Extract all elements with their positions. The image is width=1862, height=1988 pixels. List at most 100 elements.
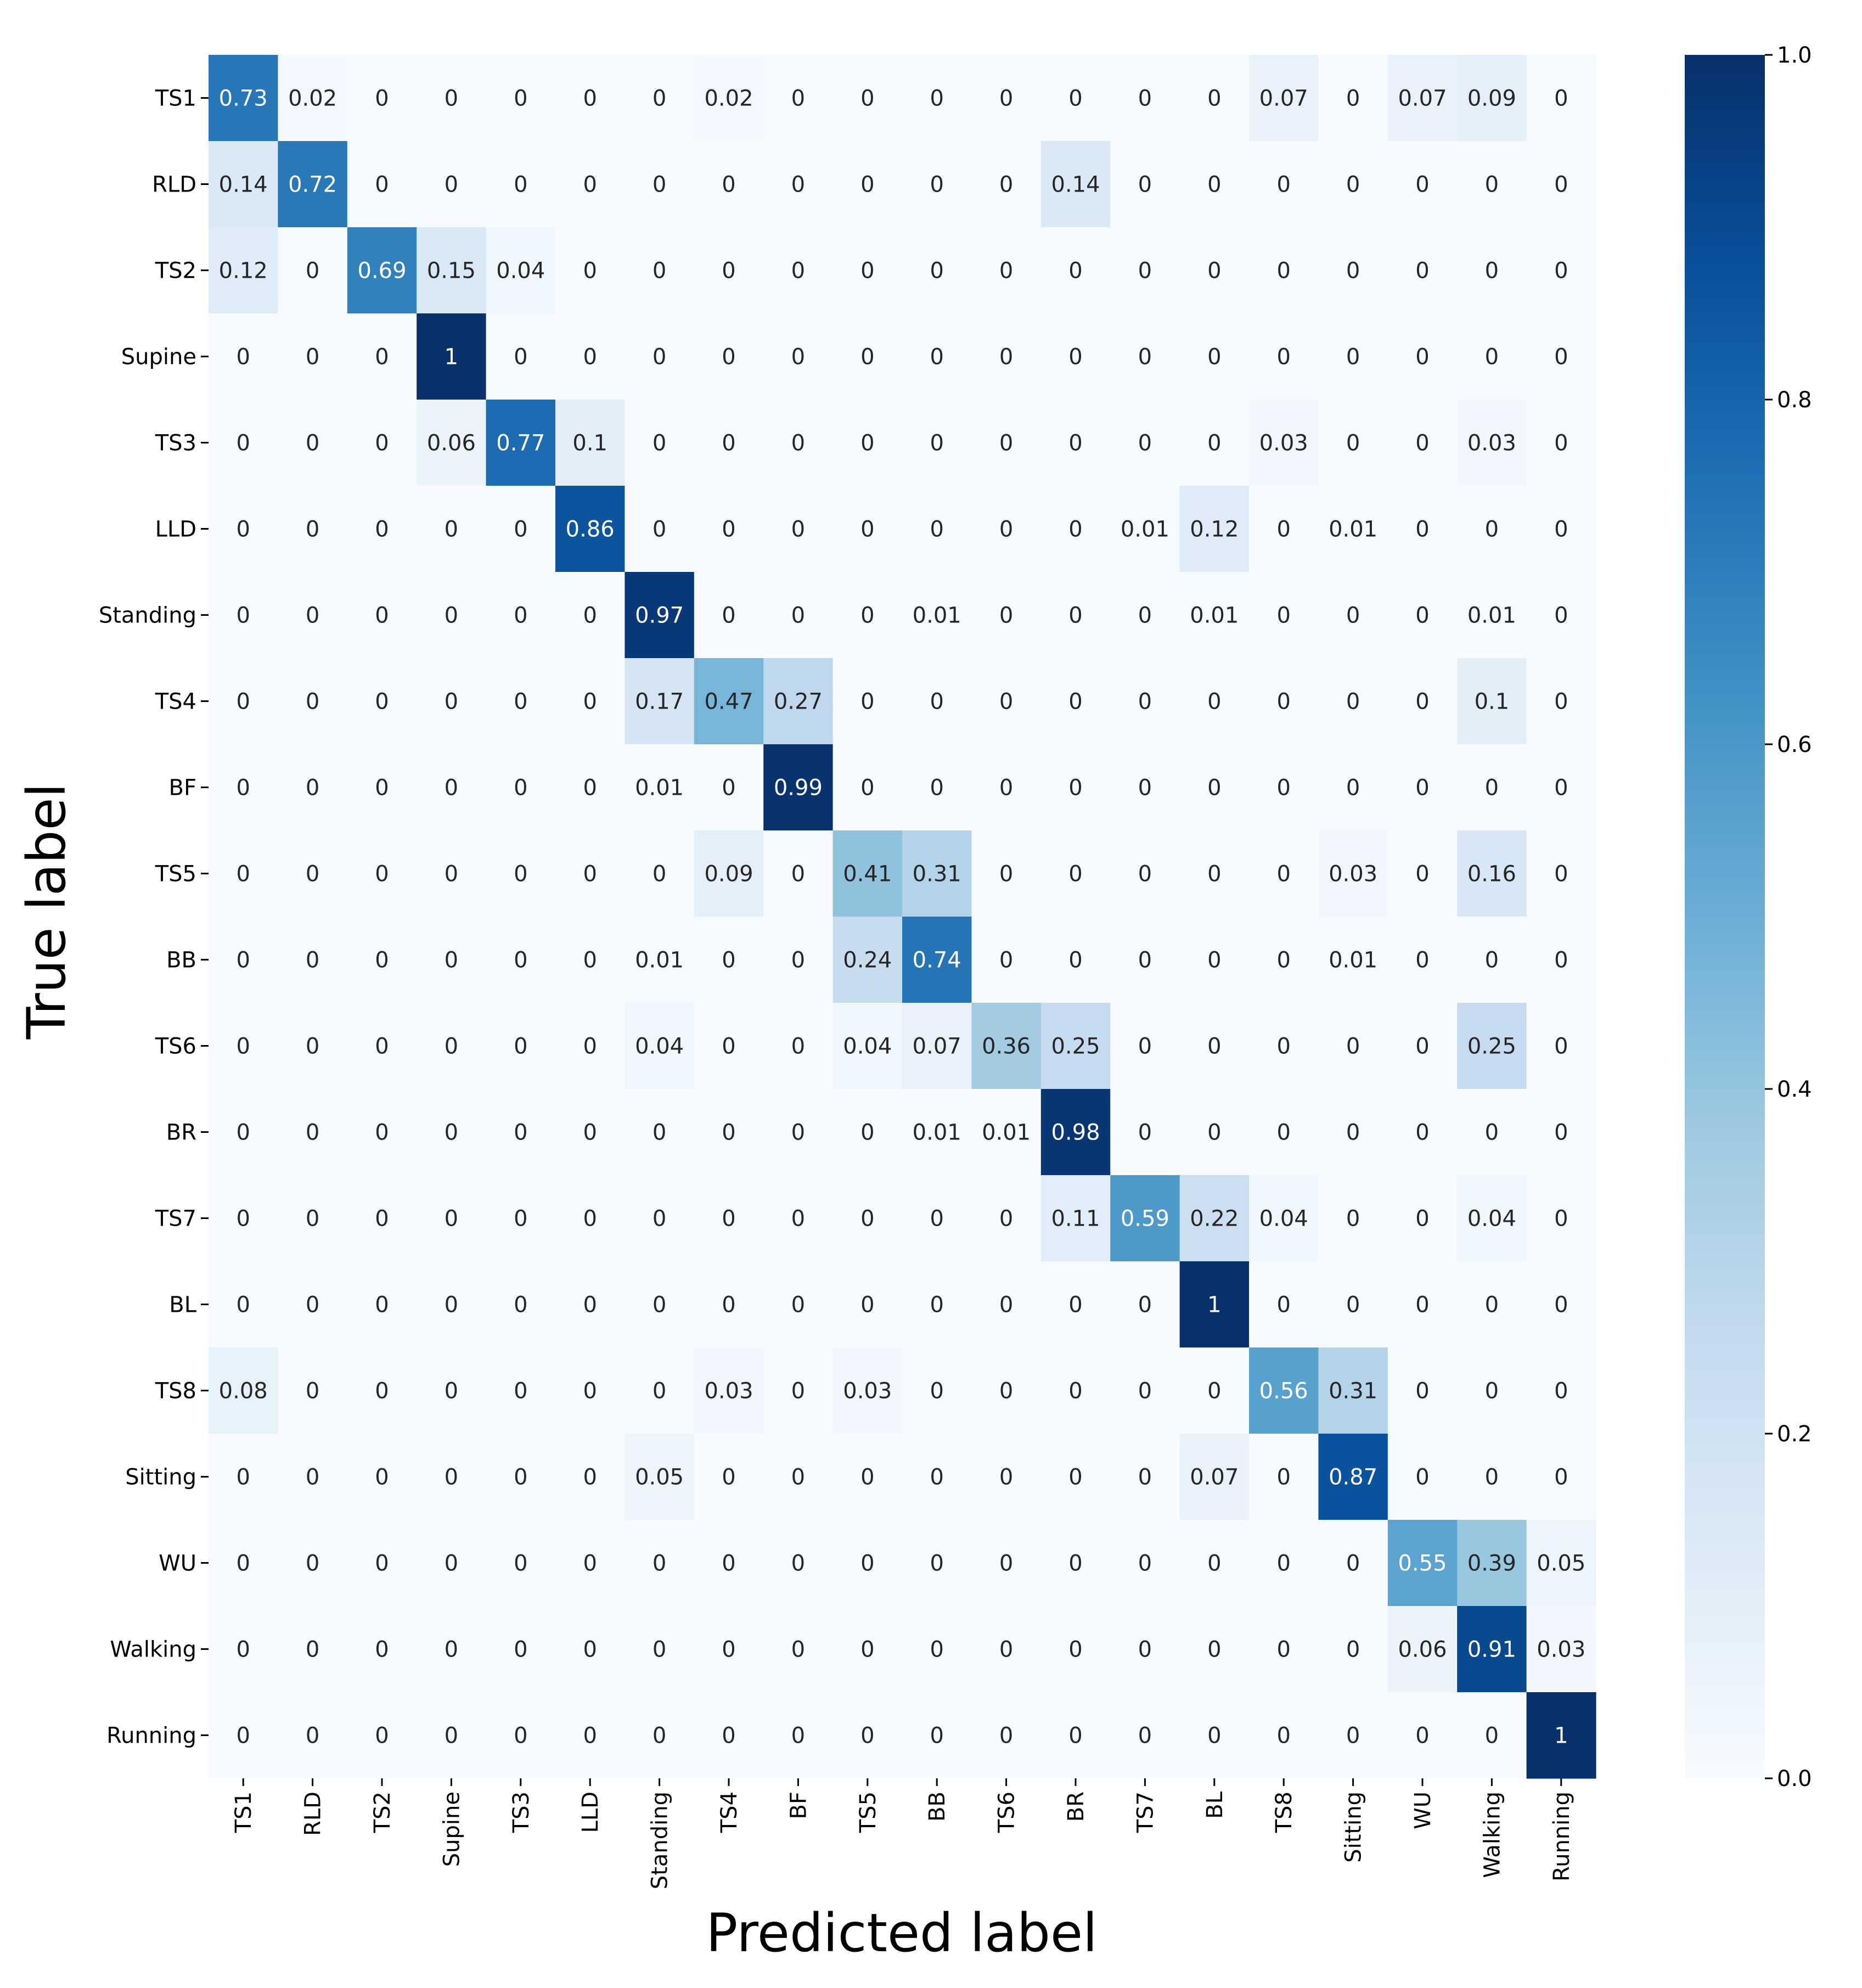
cell-value-label: 0: [375, 345, 389, 370]
cell-value-label: 0: [1138, 1551, 1152, 1576]
heatmap-cell: [1526, 744, 1596, 831]
heatmap-cell: [971, 1434, 1042, 1520]
heatmap-cell: [486, 744, 556, 831]
cell-value-label: 0: [652, 1723, 666, 1749]
cell-value-label: 0: [375, 1206, 389, 1232]
heatmap-cell: [763, 658, 834, 745]
cell-value-label: 0: [1207, 1723, 1221, 1749]
cell-value-label: 0: [1068, 603, 1082, 628]
cell-value-label: 0: [791, 862, 805, 887]
cell-value-label: 0: [1415, 1465, 1429, 1490]
cell-value-label: 0: [375, 862, 389, 887]
heatmap-cell: [1318, 1347, 1388, 1434]
cell-value-label: 0: [1068, 345, 1082, 370]
cell-value-label: 0.31: [1329, 1379, 1377, 1404]
heatmap-cell: [1387, 486, 1458, 572]
heatmap-cell: [832, 400, 903, 486]
x-tick-label: TS5: [856, 1792, 881, 1833]
cell-value-label: 0: [860, 1723, 874, 1749]
cell-value-label: 0.03: [843, 1379, 892, 1404]
heatmap-cell: [347, 1520, 417, 1607]
heatmap-cell: [347, 1606, 417, 1693]
cell-value-label: 0: [722, 1293, 735, 1318]
heatmap-cell: [902, 1692, 972, 1779]
cell-value-label: 0: [652, 517, 666, 542]
cell-value-label: 0.86: [566, 517, 615, 542]
cell-value-label: 0.01: [1329, 517, 1377, 542]
heatmap-cell: [278, 1003, 348, 1090]
cell-value-label: 0: [1068, 431, 1082, 456]
heatmap-cell: [209, 400, 278, 486]
cell-value-label: 0: [1554, 517, 1568, 542]
heatmap-cell: [694, 400, 764, 486]
heatmap-cell: [209, 658, 278, 745]
cell-value-label: 0: [1346, 1551, 1360, 1576]
heatmap-cell: [1526, 1261, 1596, 1348]
cell-value-label: 0: [375, 689, 389, 715]
cell-value-label: 0.98: [1051, 1120, 1100, 1145]
cell-value-label: 0.01: [1329, 948, 1377, 973]
cell-value-label: 0: [375, 517, 389, 542]
cell-value-label: 0: [1138, 1637, 1152, 1663]
heatmap-cell: [971, 1089, 1042, 1176]
heatmap-cell: [555, 486, 625, 572]
heatmap-cell: [625, 400, 695, 486]
cell-value-label: 0: [583, 862, 597, 887]
heatmap-cell: [763, 830, 834, 917]
cell-value-label: 0.59: [1121, 1206, 1169, 1232]
cell-value-label: 0: [1276, 259, 1290, 284]
cell-value-label: 0: [1346, 1206, 1360, 1232]
cell-value-label: 0: [375, 86, 389, 111]
cell-value-label: 0: [860, 86, 874, 111]
heatmap-cell: [1387, 400, 1458, 486]
cell-value-label: 0: [375, 1551, 389, 1576]
heatmap-cell: [971, 55, 1042, 142]
cell-value-label: 0.14: [1051, 172, 1100, 198]
heatmap-cell: [555, 1347, 625, 1434]
cell-value-label: 0: [375, 1379, 389, 1404]
heatmap-cell: [278, 400, 348, 486]
heatmap-cell: [555, 227, 625, 314]
heatmap-cell: [1110, 313, 1180, 400]
heatmap-cell: [902, 227, 972, 314]
heatmap-cell: [417, 1434, 487, 1520]
cell-value-label: 0.87: [1329, 1465, 1377, 1490]
heatmap-cell: [1318, 486, 1388, 572]
cell-value-label: 0: [1415, 603, 1429, 628]
cell-value-label: 0: [791, 1465, 805, 1490]
cell-value-label: 0: [999, 345, 1013, 370]
heatmap-cell: [694, 1089, 764, 1176]
y-tick-label: Supine: [121, 345, 196, 370]
heatmap-cell: [694, 1520, 764, 1607]
heatmap-cell: [832, 1261, 903, 1348]
cell-value-label: 0: [860, 1465, 874, 1490]
cell-value-label: 0: [1346, 603, 1360, 628]
heatmap-cell: [902, 1261, 972, 1348]
x-axis-title: Predicted label: [706, 1902, 1097, 1964]
heatmap-cell: [971, 744, 1042, 831]
cell-value-label: 0.97: [635, 603, 684, 628]
heatmap-cell: [417, 1003, 487, 1090]
heatmap-cell: [763, 227, 834, 314]
cell-value-label: 0: [1415, 517, 1429, 542]
heatmap-cell: [1318, 1261, 1388, 1348]
cell-value-label: 0.04: [1259, 1206, 1308, 1232]
heatmap-cell: [832, 227, 903, 314]
heatmap-cell: [417, 1089, 487, 1176]
cell-value-label: 0: [445, 172, 458, 198]
heatmap-cell: [1526, 572, 1596, 659]
heatmap-cell: [694, 227, 764, 314]
cell-value-label: 0: [1415, 776, 1429, 801]
heatmap-cell: [971, 141, 1042, 228]
y-tick-label: Standing: [99, 603, 196, 628]
cell-value-label: 0: [306, 603, 319, 628]
heatmap-cell: [1249, 1692, 1319, 1779]
cell-value-label: 0: [930, 517, 943, 542]
cell-value-label: 0: [1346, 1034, 1360, 1059]
cell-value-label: 0: [583, 86, 597, 111]
cell-value-label: 0: [860, 345, 874, 370]
heatmap-cell: [1040, 1520, 1111, 1607]
y-tick-label: TS6: [155, 1034, 196, 1059]
cell-value-label: 0: [930, 1379, 943, 1404]
cell-value-label: 0: [514, 776, 527, 801]
